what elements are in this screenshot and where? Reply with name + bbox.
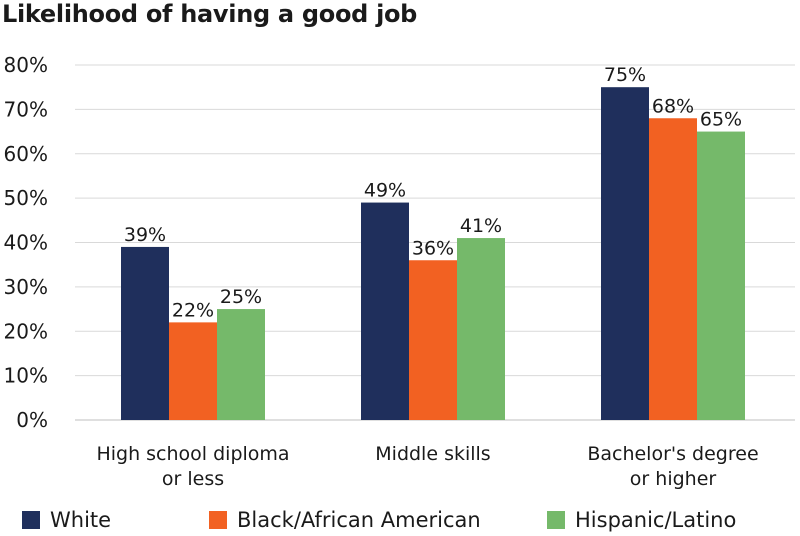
- y-tick-label: 60%: [4, 142, 48, 166]
- legend-label: Black/African American: [237, 508, 481, 532]
- bar: [697, 131, 745, 420]
- bar: [409, 260, 457, 420]
- y-tick-label: 0%: [16, 408, 48, 432]
- legend-label: Hispanic/Latino: [575, 508, 736, 532]
- data-label: 22%: [172, 299, 214, 321]
- bar: [121, 246, 169, 420]
- data-label: 65%: [700, 109, 742, 131]
- data-label: 41%: [460, 215, 502, 237]
- bar: [361, 202, 409, 420]
- x-category-label: High school diploma: [96, 443, 289, 465]
- bar: [169, 322, 217, 420]
- bar: [457, 238, 505, 420]
- x-category-label: Bachelor's degree: [587, 443, 758, 465]
- y-tick-label: 40%: [4, 231, 48, 255]
- data-label: 68%: [652, 95, 694, 117]
- bar: [601, 87, 649, 420]
- x-category-label: or less: [162, 468, 224, 490]
- y-tick-label: 20%: [4, 319, 48, 343]
- x-category-label: Middle skills: [375, 443, 490, 465]
- data-label: 39%: [124, 224, 166, 246]
- data-label: 49%: [364, 180, 406, 202]
- chart-title: Likelihood of having a good job: [2, 0, 418, 28]
- bar: [649, 118, 697, 420]
- data-label: 36%: [412, 237, 454, 259]
- x-axis: High school diploma or less Middle skills B…: [96, 443, 758, 490]
- legend-label: White: [50, 508, 111, 532]
- data-labels: 39% 22% 25% 49% 36% 41% 75% 68% 65%: [124, 64, 742, 321]
- data-label: 25%: [220, 286, 262, 308]
- legend-swatch: [22, 511, 40, 529]
- data-label: 75%: [604, 64, 646, 86]
- y-tick-label: 10%: [4, 364, 48, 388]
- y-tick-label: 50%: [4, 186, 48, 210]
- legend: White Black/African American Hispanic/Lati…: [22, 508, 736, 532]
- x-category-label: or higher: [630, 468, 717, 490]
- bars: [121, 87, 745, 420]
- legend-swatch: [209, 511, 227, 529]
- y-tick-label: 30%: [4, 275, 48, 299]
- y-tick-label: 80%: [4, 53, 48, 77]
- y-axis: 0% 10% 20% 30% 40% 50% 60% 70% 80%: [4, 53, 48, 432]
- y-tick-label: 70%: [4, 97, 48, 121]
- bar: [217, 309, 265, 420]
- legend-swatch: [547, 511, 565, 529]
